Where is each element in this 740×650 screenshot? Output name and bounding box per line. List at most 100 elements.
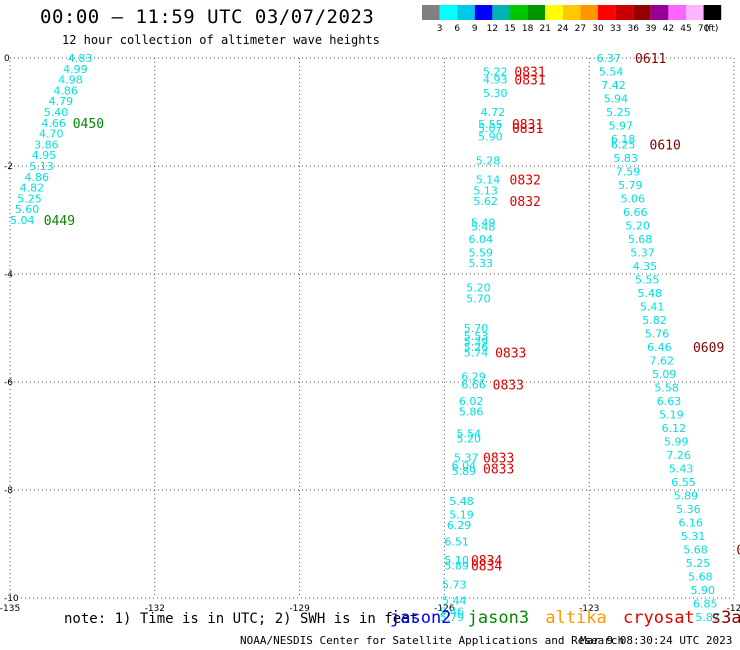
scale-swatch <box>492 5 510 20</box>
wave-height-label: 4.86 <box>24 171 49 184</box>
y-tick-label: -8 <box>4 486 13 496</box>
scale-swatch <box>474 5 493 20</box>
pass-time-label: 0611 <box>635 52 666 67</box>
wave-height-label: 5.25 <box>17 192 41 205</box>
scale-swatch <box>422 5 440 20</box>
wave-height-label: 5.87 <box>695 611 720 624</box>
wave-height-label: 4.82 <box>20 182 45 195</box>
scale-swatch <box>686 5 704 20</box>
pass-time-label: 0831 <box>512 118 543 133</box>
wave-height-label: 5.90 <box>691 584 716 597</box>
wave-height-label: 4.70 <box>39 128 64 141</box>
legend-item-jason3: jason3 <box>467 608 530 628</box>
footnote: note: 1) Time is in UTC; 2) SWH is in fe… <box>64 611 419 627</box>
page-title: 00:00 – 11:59 UTC 03/07/2023 <box>40 6 375 28</box>
wave-height-label: 3.86 <box>34 138 59 151</box>
wave-height-label: 5.41 <box>640 300 665 313</box>
scale-label: 15 <box>504 24 515 34</box>
pass-time-label: 0833 <box>495 346 526 361</box>
wave-height-label: 6.02 <box>459 395 484 408</box>
wave-height-label: 5.94 <box>604 93 629 106</box>
scale-label: 36 <box>627 24 639 34</box>
wave-height-label: 5.70 <box>464 322 489 335</box>
pass-time-label: 0833 <box>483 452 514 467</box>
wave-height-label: 5.14 <box>476 174 501 187</box>
pass-time-label: 0834 <box>471 560 502 575</box>
pass-time-label: 0832 <box>510 195 541 210</box>
wave-height-label: 4.95 <box>32 149 57 162</box>
wave-height-label: 6.37 <box>596 52 621 65</box>
wave-height-label: 5.10 <box>444 554 469 567</box>
wave-height-label: 5.68 <box>688 570 713 583</box>
wave-height-label: 4.86 <box>53 84 78 97</box>
wave-height-label: 5.25 <box>686 557 711 570</box>
y-tick-label: -6 <box>4 378 13 388</box>
scale-label: 70 <box>698 24 710 34</box>
wave-height-label: 6.25 <box>611 138 636 151</box>
scale-swatch <box>703 5 722 20</box>
wave-height-label: 5.44 <box>442 595 467 608</box>
wave-height-label: 5.89 <box>452 465 477 478</box>
wave-height-label: 5.48 <box>471 220 496 233</box>
scale-label: 30 <box>592 24 604 34</box>
wave-height-label: 5.13 <box>29 160 54 173</box>
scale-swatch <box>598 5 616 20</box>
wave-height-label: 6.66 <box>461 379 486 392</box>
scale-swatch <box>615 5 634 20</box>
y-tick-label: 0 <box>4 54 10 64</box>
scale-label: 33 <box>610 24 621 34</box>
y-tick-label: -4 <box>4 270 13 280</box>
x-tick-label: -126 <box>434 604 455 614</box>
wave-height-label: 7.59 <box>616 165 641 178</box>
wave-height-label: 5.22 <box>483 66 508 79</box>
wave-height-label: 6.18 <box>611 133 636 146</box>
wave-height-label: 4.35 <box>633 260 658 273</box>
x-tick-label: -123 <box>579 604 599 614</box>
wave-height-label: 5.99 <box>664 435 689 448</box>
pass-time-label: 0609 <box>693 341 724 356</box>
wave-height-label: 5.49 <box>471 217 496 230</box>
wave-height-label: 6.46 <box>647 341 672 354</box>
legend-item-jason2: jason2 <box>390 608 452 628</box>
wave-height-label: 4.99 <box>63 63 88 76</box>
scale-label: 9 <box>472 24 478 34</box>
pass-time-label: 0831 <box>512 122 543 137</box>
wave-height-label: 5.70 <box>466 292 491 305</box>
pass-time-label: 0450 <box>73 117 104 132</box>
wave-height-label: 5.33 <box>469 257 494 270</box>
wave-height-label: 5.48 <box>637 287 662 300</box>
scale-label: 12 <box>487 24 498 34</box>
scale-swatch <box>545 5 563 20</box>
wave-height-label: 5.68 <box>628 233 653 246</box>
scale-unit: (ft) <box>705 24 719 34</box>
wave-height-label: 5.58 <box>654 381 679 394</box>
color-scale-bar: 3 6 9 12 15 18 21 24 27 30 33 36 39 42 45 70(ft) <box>422 5 722 34</box>
wave-height-label: 4.79 <box>49 95 74 108</box>
wave-height-label: 5.19 <box>449 508 474 521</box>
wave-height-label: 5.68 <box>683 543 708 556</box>
wave-height-label: 5.82 <box>642 314 667 327</box>
wave-height-label: 6.04 <box>469 233 494 246</box>
wave-height-label: 6.63 <box>657 395 682 408</box>
wave-height-label: 5.37 <box>630 246 655 259</box>
wave-height-label: 5.06 <box>621 192 646 205</box>
scale-label: 45 <box>680 24 691 34</box>
wave-height-label: 4.66 <box>41 117 66 130</box>
wave-height-label: 5.28 <box>476 155 501 168</box>
track-2: 5.224.935.30 4.725.555.075.90 5.28 5.145.13… <box>440 66 508 624</box>
wave-height-label: 5.79 <box>618 179 643 192</box>
wave-height-label: 5.48 <box>449 495 474 508</box>
credit-line: NOAA/NESDIS Center for Satellite Applica… <box>240 634 625 647</box>
pass-time-label: 0449 <box>44 214 75 229</box>
wave-height-label: 6.55 <box>671 476 696 489</box>
legend-item-s3a: s3a <box>710 608 740 628</box>
scale-swatch <box>527 5 546 20</box>
pass-time-label: 0 <box>736 543 740 558</box>
wave-height-label: 5.53 <box>464 330 489 343</box>
wave-height-label: 5.04 <box>10 214 35 227</box>
wave-height-label: 5.55 <box>478 118 503 131</box>
legend-item-altika: altika <box>545 608 607 628</box>
pass-time-label: 0832 <box>510 174 541 189</box>
scale-label: 6 <box>454 24 460 34</box>
wave-height-label: 5.13 <box>473 184 498 197</box>
